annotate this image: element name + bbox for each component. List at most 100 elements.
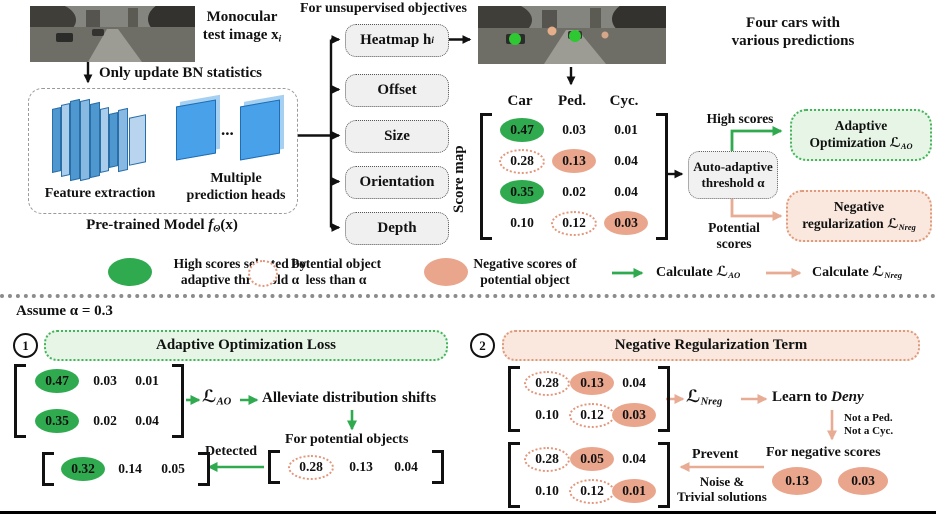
- score-value: 0.28: [524, 446, 570, 472]
- arrow-high-scores: [730, 126, 783, 151]
- legend-calc-nreg: Calculate ℒNreg: [812, 264, 903, 281]
- cnn-slab: [61, 103, 70, 177]
- score-value: 0.04: [622, 375, 646, 390]
- matrix-bracket-right: [432, 450, 444, 484]
- panel1-detected-matrix: 0.32 0.14 0.05: [42, 452, 210, 486]
- score-value: 0.04: [135, 413, 159, 428]
- score-cell-high: 0.32: [58, 456, 108, 482]
- prediction-head-2: [240, 99, 280, 161]
- score-value: 0.02: [562, 184, 586, 199]
- score-cell-high: 0.47: [496, 117, 548, 143]
- score-cell-potential: 0.28: [524, 446, 570, 472]
- score-value: 0.01: [135, 373, 159, 388]
- cnn-slab: [129, 114, 146, 166]
- score-cell-negative: 0.13: [570, 370, 614, 396]
- cnn-slab: [90, 101, 100, 179]
- panel1-potential-matrix-body: 0.28 0.13 0.04: [280, 450, 432, 484]
- score-cell-none: 0.04: [614, 446, 654, 472]
- matrix-bracket-left: [508, 442, 520, 508]
- score-value: 0.13: [570, 371, 614, 395]
- panel2-negative-matrix-body: 0.28 0.13 0.04 0.10 0.12 0.03: [520, 366, 658, 432]
- score-cell-negative: 0.13: [548, 148, 600, 174]
- prediction-head-1: [176, 99, 216, 161]
- heatmap-dot-green: [509, 33, 521, 45]
- matrix-row: 0.28 0.05 0.04: [524, 446, 654, 472]
- score-cell-none: 0.03: [84, 368, 126, 394]
- matrix-row: 0.47 0.03 0.01: [30, 368, 168, 394]
- heatmap-dot-orange: [547, 26, 557, 36]
- score-cell-none: 0.01: [126, 368, 168, 394]
- score-value: 0.13: [552, 149, 596, 173]
- assume-label: Assume α = 0.3: [16, 303, 113, 319]
- score-cell-high: 0.35: [496, 179, 548, 205]
- objectives-title: For unsupervised objectives: [300, 1, 467, 16]
- lnreg-symbol: ℒNreg: [686, 387, 723, 408]
- panel1-number: 1: [13, 333, 38, 358]
- score-value: 0.05: [161, 461, 185, 476]
- score-cell-none: 0.04: [126, 408, 168, 434]
- heads-dots: ...: [221, 120, 234, 139]
- score-value: 0.03: [612, 403, 656, 427]
- score-cell-none: 0.10: [496, 210, 548, 236]
- score-cell-high: 0.47: [30, 368, 84, 394]
- score-value: 0.12: [551, 210, 597, 236]
- panel1-high-matrix: 0.47 0.03 0.01 0.35 0.02 0.04: [14, 364, 184, 438]
- score-cell-potential: 0.28: [284, 454, 338, 480]
- score-value: 0.28: [499, 148, 545, 174]
- score-cell-none: 0.04: [384, 454, 428, 480]
- scene-building: [590, 8, 601, 28]
- cnn-slab: [109, 112, 118, 168]
- scene-building: [86, 10, 100, 27]
- scene-car: [92, 29, 104, 36]
- score-cell-negative: 0.01: [612, 478, 656, 504]
- for-negative-label: For negative scores: [766, 445, 881, 460]
- negative-score-ellipse: 0.03: [838, 467, 888, 495]
- scene-road: [544, 30, 606, 64]
- scene-car: [56, 33, 73, 42]
- head-box-depth: Depth: [345, 212, 449, 245]
- matrix-row: 0.10 0.12 0.03: [496, 210, 652, 236]
- score-cell-none: 0.10: [524, 402, 570, 428]
- high-scores-label: High scores: [706, 111, 774, 126]
- detected-label: Detected: [205, 444, 258, 459]
- score-value: 0.28: [524, 370, 570, 396]
- score-value: 0.28: [288, 454, 334, 480]
- score-cell-potential: 0.12: [569, 402, 615, 428]
- score-cell-none: 0.04: [614, 370, 654, 396]
- column-header-car: Car: [507, 93, 533, 109]
- score-value: 0.14: [118, 461, 142, 476]
- matrix-row: 0.28 0.13 0.04: [284, 454, 428, 480]
- score-value: 0.04: [614, 153, 638, 168]
- matrix-row: 0.32 0.14 0.05: [58, 456, 194, 482]
- scoremap-matrix: 0.47 0.03 0.01 0.28 0.13 0.04 0.35 0.02 0.04 0.10…: [480, 113, 668, 240]
- panel1-high-matrix-body: 0.47 0.03 0.01 0.35 0.02 0.04: [26, 364, 172, 438]
- legend-calc-ao: Calculate ℒAO: [656, 264, 741, 281]
- heatmap-street-image: [478, 6, 666, 64]
- potential-scores-label: Potential scores: [708, 220, 760, 251]
- score-value: 0.03: [562, 122, 586, 137]
- head-box-orientation: Orientation: [345, 166, 449, 199]
- feature-extraction-label: Feature extraction: [44, 186, 156, 201]
- panel2-number: 2: [470, 333, 495, 358]
- score-value: 0.10: [510, 215, 534, 230]
- panel2-prevent-matrix: 0.28 0.05 0.04 0.10 0.12 0.01: [508, 442, 670, 508]
- input-street-image: [30, 6, 195, 62]
- score-value: 0.12: [569, 402, 615, 428]
- panel1-potential-matrix: 0.28 0.13 0.04: [268, 450, 444, 484]
- matrix-bracket-right: [172, 364, 184, 438]
- score-value: 0.10: [535, 483, 559, 498]
- cnn-slab: [118, 107, 128, 173]
- score-cell-none: 0.04: [600, 148, 652, 174]
- matrix-row: 0.47 0.03 0.01: [496, 117, 652, 143]
- score-cell-none: 0.14: [108, 456, 152, 482]
- negative-regularization-box: Negative regularization ℒNreg: [786, 190, 932, 242]
- auto-adaptive-threshold-box: Auto-adaptive threshold α: [688, 151, 778, 199]
- score-value: 0.04: [622, 451, 646, 466]
- connector-model-to-objectives: [296, 39, 333, 228]
- cnn-slab: [52, 107, 61, 173]
- head-box-size: Size: [345, 120, 449, 153]
- input-image-caption: Monocular test image xi: [196, 9, 288, 45]
- score-value: 0.01: [614, 122, 638, 137]
- score-cell-none: 0.02: [548, 179, 600, 205]
